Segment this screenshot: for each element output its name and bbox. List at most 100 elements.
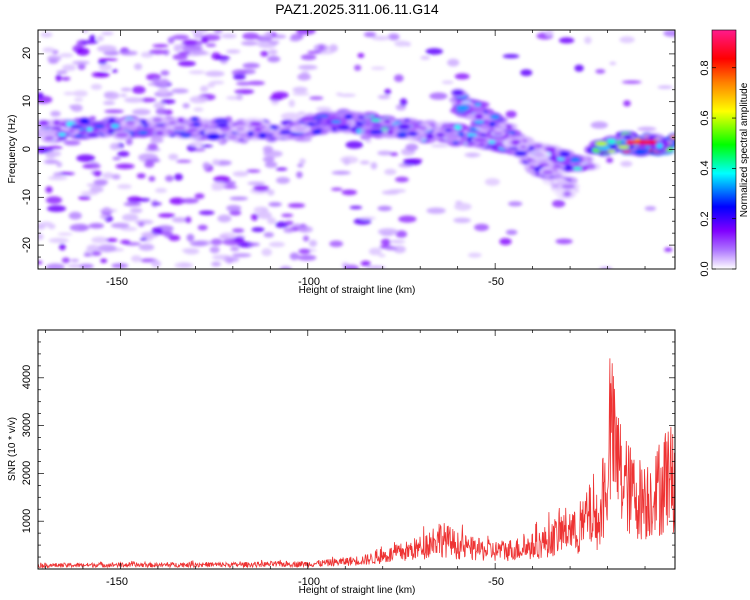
- spectrogram-noise-blob: [316, 106, 332, 112]
- spectrogram-noise-blob: [45, 186, 53, 194]
- colorbar-ticks: [712, 67, 736, 270]
- spectrogram-ridge-blob: [425, 133, 435, 140]
- spectrogram-noise-blob: [289, 36, 301, 42]
- spectrogram-noise-blob: [189, 240, 208, 247]
- spectrogram-noise-blob: [505, 229, 518, 235]
- spectrogram-noise-blob: [120, 87, 132, 92]
- spectrogram-ridge-blob: [511, 139, 521, 146]
- spectrogram-noise-blob: [194, 193, 205, 199]
- spectrogram-noise-blob: [191, 50, 207, 56]
- spectrogram-ridge-blob: [398, 123, 410, 130]
- spectrogram-ridge-blob: [110, 123, 120, 129]
- spectrogram-noise-blob: [377, 150, 393, 156]
- spectrogram-noise-blob: [69, 223, 90, 232]
- spectrogram-noise-blob: [93, 179, 109, 186]
- spectrogram-noise-blob: [297, 73, 311, 81]
- spectrogram-noise-blob: [91, 236, 109, 244]
- spectrogram-noise-blob: [38, 92, 44, 99]
- spectrogram-noise-blob: [81, 30, 89, 34]
- spectrogram-noise-blob: [271, 91, 289, 99]
- spectrogram-ytick-label: 20: [21, 47, 33, 59]
- spectrogram-ridge-blob: [57, 132, 67, 137]
- spectrogram-noise-blob: [158, 213, 176, 218]
- spectrogram-noise-blob: [377, 94, 391, 100]
- snr-panel: -150 -100 -50 Height of straight line (k…: [7, 329, 676, 596]
- spectrogram-noise-blob: [148, 176, 156, 182]
- spectrogram-noise-blob: [242, 62, 260, 69]
- spectrogram-noise-blob: [284, 220, 294, 226]
- spectrogram-noise-blob: [211, 261, 222, 267]
- spectrogram-ridge-blob: [559, 151, 571, 157]
- spectrogram-noise-blob: [260, 50, 269, 57]
- spectrogram-noise-blob: [214, 55, 230, 61]
- spectrogram-noise-blob: [144, 161, 155, 168]
- spectrogram-noise-blob: [425, 48, 443, 55]
- spectrogram-noise-blob: [104, 109, 124, 114]
- spectrogram-noise-blob: [574, 64, 584, 72]
- spectrogram-noise-blob: [199, 144, 214, 148]
- spectrogram-noise-blob: [80, 40, 99, 44]
- spectrogram-noise-blob: [83, 253, 92, 257]
- spectrogram-noise-blob: [38, 233, 44, 240]
- spectrogram-noise-blob: [147, 143, 158, 151]
- snr-background: [38, 330, 675, 569]
- spectrogram-noise-blob: [623, 100, 631, 107]
- spectrogram-noise-blob: [97, 45, 117, 53]
- spectrogram-noise-blob: [233, 236, 245, 243]
- spectrogram-noise-blob: [302, 235, 310, 242]
- spectrogram-noise-blob: [297, 163, 304, 168]
- spectrogram-noise-blob: [210, 80, 225, 85]
- spectrogram-ridge-blob: [656, 143, 663, 149]
- spectrogram-noise-blob: [279, 265, 292, 269]
- spectrogram-noise-blob: [91, 251, 102, 256]
- spectrogram-noise-blob: [50, 110, 61, 117]
- spectrogram-ridge-blob: [125, 120, 136, 126]
- spectrogram-noise-blob: [590, 121, 608, 129]
- snr-series-line: [38, 358, 675, 569]
- spectrogram-noise-blob: [125, 137, 133, 146]
- spectrogram-noise-blob: [226, 49, 241, 54]
- spectrogram-noise-blob: [393, 74, 404, 82]
- spectrogram-noise-blob: [262, 156, 275, 163]
- spectrogram-noise-blob: [160, 70, 170, 76]
- spectrogram-noise-blob: [53, 172, 62, 178]
- spectrogram-noise-blob: [242, 32, 260, 40]
- spectrogram-noise-blob: [231, 69, 247, 76]
- spectrogram-noise-blob: [354, 64, 362, 71]
- spectrogram-noise-blob: [96, 35, 104, 42]
- spectrogram-noise-blob: [106, 238, 118, 243]
- spectrogram-noise-blob: [389, 152, 399, 157]
- spectrogram-ridge-blob: [474, 138, 488, 143]
- spectrogram-ridge-blob: [446, 136, 459, 142]
- spectrogram-noise-blob: [56, 161, 63, 168]
- spectrogram-ridge-blob: [152, 117, 163, 123]
- spectrogram-ridge-blob: [177, 117, 184, 123]
- spectrogram-noise-blob: [288, 99, 295, 108]
- spectrogram-noise-blob: [584, 36, 592, 44]
- colorbar-tick-label: 0.2: [699, 211, 711, 226]
- spectrogram-noise-blob: [283, 227, 294, 233]
- spectrogram-ridge-blob: [569, 157, 581, 163]
- snr-ytick-label: 3000: [21, 413, 33, 437]
- spectrogram-noise-blob: [237, 241, 255, 248]
- spectrogram-noise-blob: [341, 189, 357, 196]
- colorbar-label: Normalized spectral amplitude: [739, 82, 750, 217]
- spectrogram-noise-blob: [370, 162, 378, 170]
- spectrogram-ridge-blob: [436, 133, 445, 137]
- spectrogram-noise-blob: [157, 87, 169, 95]
- spectrogram-noise-blob: [88, 223, 105, 229]
- spectrogram-noise-blob: [296, 30, 316, 35]
- spectrogram-ridge-blob: [561, 184, 576, 189]
- spectrogram-noise-blob: [90, 83, 103, 90]
- spectrogram-noise-blob: [193, 107, 204, 112]
- snr-ticks: [38, 330, 675, 569]
- spectrogram-noise-blob: [62, 64, 77, 71]
- spectrogram-noise-blob: [307, 50, 322, 54]
- spectrogram-noise-blob: [160, 99, 176, 105]
- spectrogram-noise-blob: [403, 159, 422, 166]
- spectrogram-noise-blob: [129, 207, 143, 214]
- spectrogram-noise-blob: [99, 208, 118, 213]
- spectrogram-noise-blob: [268, 49, 278, 55]
- spectrogram-noise-blob: [165, 175, 174, 182]
- spectrogram-ridge-blob: [407, 131, 418, 136]
